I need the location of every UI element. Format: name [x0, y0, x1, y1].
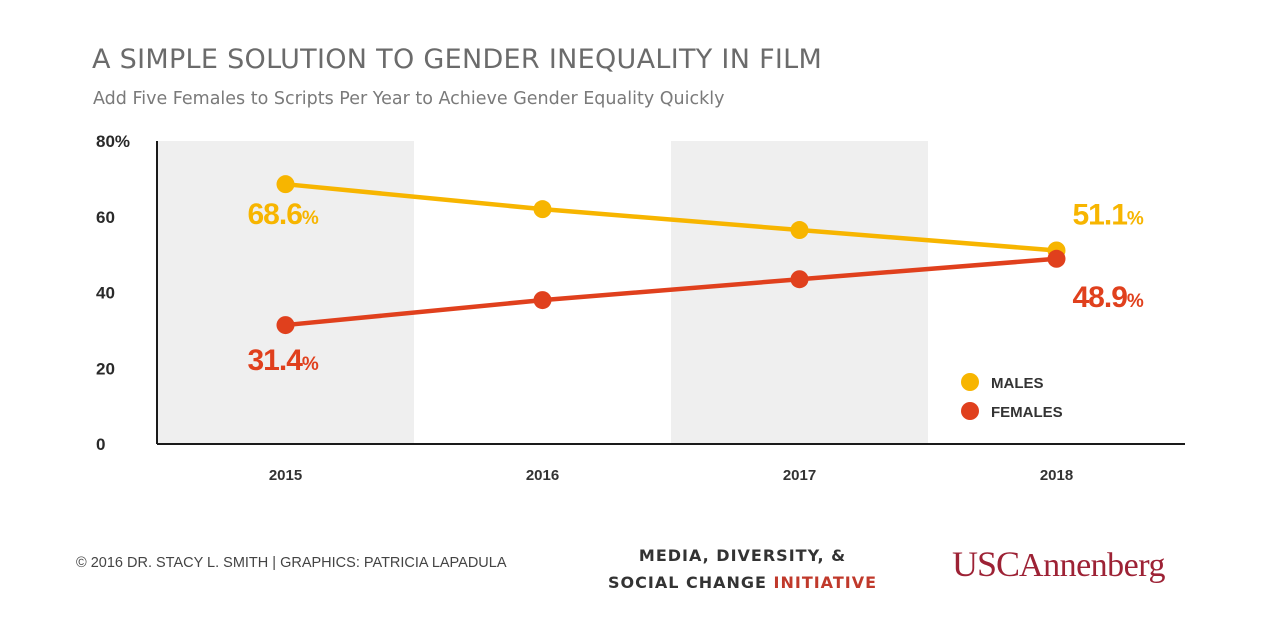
point-males — [533, 200, 552, 219]
logo-annenberg: Annenberg — [1019, 547, 1165, 584]
credit-line: © 2016 DR. STACY L. SMITH | GRAPHICS: PA… — [76, 555, 507, 571]
data-label-females: 48.9% — [1073, 281, 1144, 314]
series-line-females — [285, 256, 1057, 328]
data-label-males: 51.1% — [1073, 198, 1144, 231]
y-tick-label: 0 — [96, 435, 105, 454]
legend-marker-males — [961, 373, 979, 391]
legend-label-females: FEMALES — [991, 404, 1063, 421]
point-males — [276, 175, 295, 194]
x-tick-label: 2016 — [526, 467, 559, 484]
y-tick-label: 40 — [96, 284, 115, 303]
point-females — [533, 291, 552, 310]
initiative-line-2: SOCIAL CHANGE INITIATIVE — [608, 569, 877, 596]
data-label-females: 31.4% — [248, 344, 319, 377]
point-females — [790, 270, 809, 289]
legend-label-males: MALES — [991, 375, 1044, 392]
data-label-males: 68.6% — [248, 198, 319, 231]
point-females — [276, 316, 295, 335]
legend-marker-females — [961, 402, 979, 420]
initiative-accent: INITIATIVE — [773, 573, 877, 592]
x-tick-label: 2017 — [783, 467, 816, 484]
y-tick-label: 20 — [96, 359, 115, 378]
chart-subtitle: Add Five Females to Scripts Per Year to … — [93, 89, 725, 109]
chart-title: A SIMPLE SOLUTION TO GENDER INEQUALITY I… — [92, 44, 823, 75]
series-line-males — [285, 181, 1057, 253]
band-2017 — [671, 141, 928, 444]
y-tick-label: 60 — [96, 208, 115, 227]
y-tick-label: 80% — [96, 132, 130, 151]
initiative-name: MEDIA, DIVERSITY, & SOCIAL CHANGE INITIA… — [608, 542, 877, 596]
point-males — [790, 221, 809, 240]
x-tick-label: 2018 — [1040, 467, 1073, 484]
logo-usc: USC — [952, 544, 1020, 584]
x-tick-label: 2015 — [269, 467, 302, 484]
initiative-line-2-prefix: SOCIAL CHANGE — [608, 573, 774, 592]
usc-annenberg-logo: USCAnnenberg — [952, 543, 1165, 585]
initiative-line-1: MEDIA, DIVERSITY, & — [638, 546, 847, 565]
point-females — [1047, 249, 1066, 268]
